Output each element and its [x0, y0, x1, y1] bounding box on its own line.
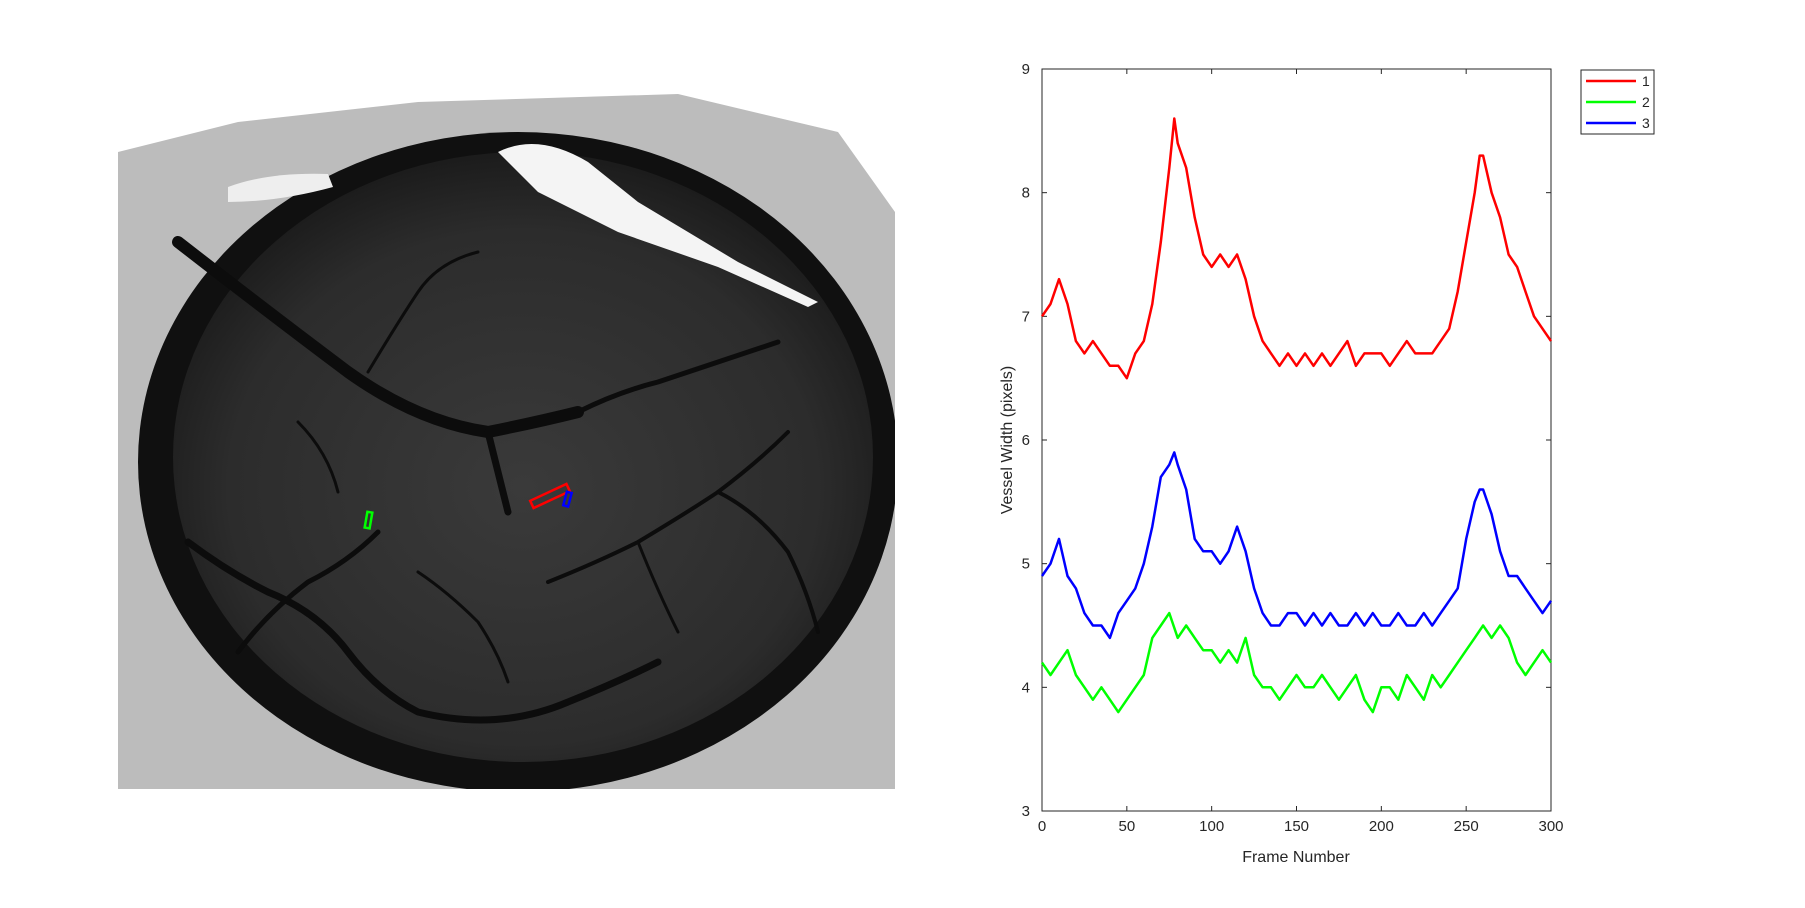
- roi-marker-2: [363, 510, 374, 530]
- x-tick-label: 150: [1284, 818, 1309, 835]
- brain-tissue: [173, 152, 873, 762]
- legend-label-1: 1: [1642, 73, 1650, 89]
- series-line-1: [1040, 117, 1553, 380]
- series-line-3: [1040, 451, 1553, 640]
- y-tick-label: 5: [1022, 556, 1030, 573]
- axis-ticks: 0 50 100 150 200 250 300 3 4 5 6 7 8 9: [1022, 61, 1564, 835]
- roi-marker-3: [561, 490, 574, 509]
- y-tick-label: 9: [1022, 61, 1030, 78]
- microscopy-image-svg: [118, 92, 898, 792]
- y-axis-label: Vessel Width (pixels): [999, 366, 1016, 515]
- x-tick-label: 0: [1038, 818, 1046, 835]
- y-tick-label: 3: [1022, 803, 1030, 820]
- roi-marker-1: [528, 482, 572, 510]
- plot-area: [1041, 68, 1552, 812]
- legend-label-3: 3: [1642, 115, 1650, 131]
- x-tick-label: 200: [1369, 818, 1394, 835]
- y-tick-label: 4: [1022, 679, 1030, 696]
- glare-reflection: [498, 144, 818, 307]
- y-tick-label: 6: [1022, 432, 1030, 449]
- x-tick-label: 50: [1118, 818, 1135, 835]
- x-tick-label: 300: [1538, 818, 1563, 835]
- blood-vessels: [172, 236, 820, 724]
- y-tick-label: 7: [1022, 308, 1030, 325]
- legend: 1 2 3: [1580, 69, 1655, 135]
- microscopy-image: [118, 92, 898, 792]
- x-tick-label: 100: [1199, 818, 1224, 835]
- x-axis-label: Frame Number: [1242, 849, 1350, 866]
- roi-markers: [363, 482, 574, 530]
- y-tick-label: 8: [1022, 185, 1030, 202]
- legend-label-2: 2: [1642, 94, 1650, 110]
- series-line-2: [1040, 611, 1553, 714]
- glare-reflection-left: [228, 173, 333, 202]
- x-tick-label: 250: [1454, 818, 1479, 835]
- legend-items: 1 2 3: [1586, 73, 1650, 131]
- series-lines: [1040, 117, 1553, 714]
